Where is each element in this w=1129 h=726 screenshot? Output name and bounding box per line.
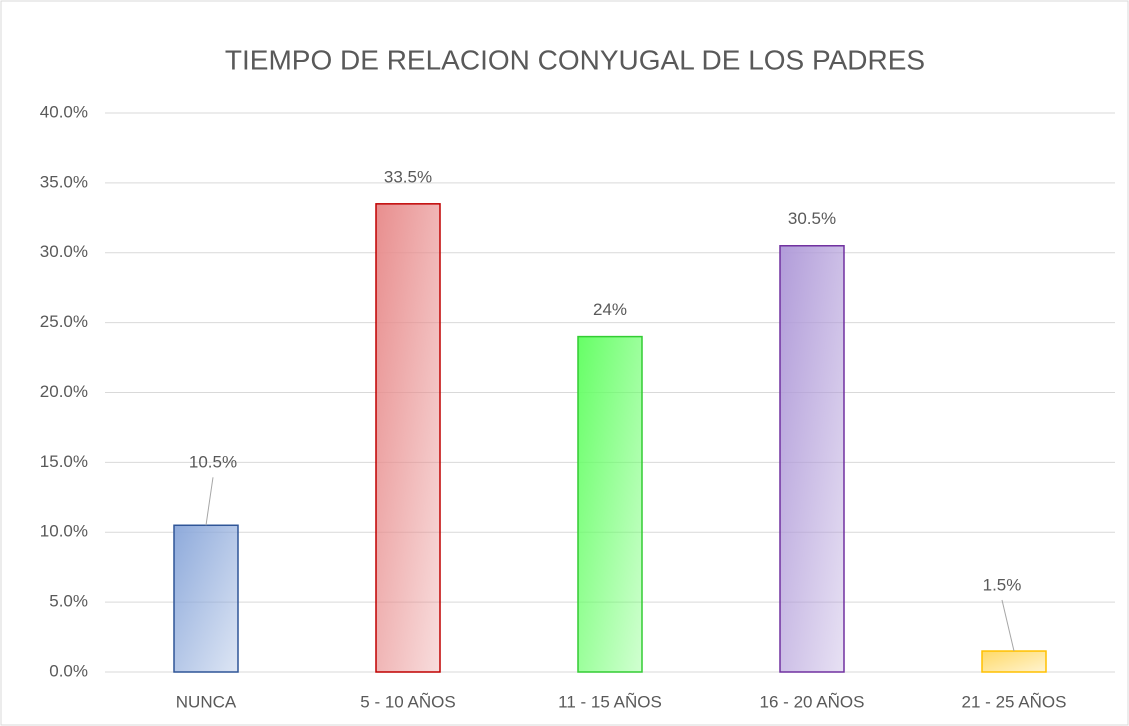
bar [375, 203, 441, 673]
y-tick-label: 20.0% [40, 382, 88, 401]
x-tick-label: 16 - 20 AÑOS [760, 692, 865, 711]
y-tick-label: 35.0% [40, 172, 88, 191]
bar [779, 245, 845, 673]
y-tick-label: 5.0% [49, 592, 88, 611]
chart-title: TIEMPO DE RELACION CONYUGAL DE LOS PADRE… [225, 44, 925, 75]
data-label: 33.5% [384, 167, 432, 186]
data-label: 1.5% [983, 576, 1022, 595]
bar [173, 524, 239, 673]
data-label: 10.5% [189, 453, 237, 472]
x-tick-label: 11 - 15 AÑOS [558, 692, 662, 711]
y-tick-label: 15.0% [40, 452, 88, 471]
y-tick-label: 40.0% [40, 102, 88, 121]
bar [981, 650, 1047, 673]
x-tick-label: NUNCA [176, 692, 237, 711]
leader-line [205, 477, 214, 526]
y-tick-label: 0.0% [49, 661, 88, 680]
data-label: 30.5% [788, 209, 836, 228]
leader-line [1001, 599, 1015, 652]
y-tick-label: 10.0% [40, 522, 88, 541]
x-tick-label: 21 - 25 AÑOS [962, 692, 1067, 711]
bar [577, 335, 643, 673]
x-tick-label: 5 - 10 AÑOS [360, 692, 455, 711]
y-tick-label: 25.0% [40, 312, 88, 331]
data-label: 24% [593, 300, 627, 319]
y-tick-label: 30.0% [40, 242, 88, 261]
